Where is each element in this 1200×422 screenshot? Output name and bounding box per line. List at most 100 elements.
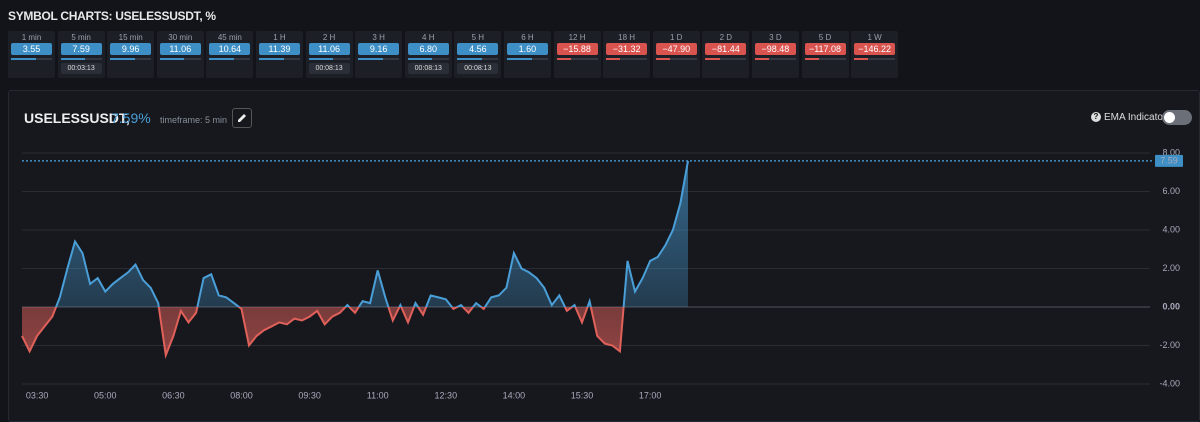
edit-button[interactable]	[232, 108, 252, 128]
tile-bar	[159, 58, 201, 60]
tile-value: −15.88	[556, 43, 598, 55]
edit-icon	[238, 114, 246, 122]
timeframe-tile[interactable]: 4 H 6.80 00:08:13	[404, 31, 452, 78]
x-tick-label: 08:00	[230, 390, 253, 400]
timeframe-tile[interactable]: 2 D −81.44	[702, 31, 750, 78]
tile-label: 3 H	[372, 33, 385, 42]
tile-value: 3.55	[11, 43, 52, 55]
tile-value: −81.44	[705, 43, 747, 55]
tile-value: 9.96	[110, 43, 152, 55]
area-up	[22, 160, 688, 307]
tile-label: 6 H	[521, 33, 534, 42]
tile-label: 1 min	[21, 33, 42, 42]
tile-timer: 00:03:13	[60, 63, 102, 74]
tile-bar	[209, 58, 251, 60]
tile-label: 2 D	[719, 33, 733, 42]
tile-label: 1 W	[867, 33, 882, 42]
timeframe-tile[interactable]: 1 W −146.22	[851, 31, 899, 78]
timeframe-tile[interactable]: 30 min 11.06	[156, 31, 204, 78]
timeframe-tile[interactable]: 45 min 10.64	[206, 31, 254, 78]
tile-label: 3 D	[769, 33, 782, 42]
tile-label: 30 min	[168, 33, 193, 42]
y-tick-label: 4.00	[1162, 224, 1180, 234]
tile-label: 15 min	[118, 33, 143, 42]
area-down	[22, 307, 688, 356]
timeframe-tile[interactable]: 12 H −15.88	[553, 31, 601, 78]
tile-bar	[705, 58, 747, 60]
x-tick-label: 17:00	[639, 390, 662, 400]
timeframe-tile[interactable]: 3 D −98.48	[751, 31, 799, 78]
tile-value: −31.32	[606, 43, 648, 55]
ema-toggle[interactable]	[1162, 110, 1192, 125]
page: SYMBOL CHARTS: USELESSUSDT, % 1 min 3.55 5…	[0, 0, 1200, 410]
line-up	[54, 160, 689, 307]
tile-value: 9.16	[358, 43, 400, 55]
x-tick-label: 12:30	[435, 390, 458, 400]
timeframe-tile[interactable]: 1 H 11.39	[255, 31, 303, 78]
timeframe-tile[interactable]: 6 H 1.60	[503, 31, 551, 78]
x-tick-label: 05:00	[94, 390, 117, 400]
y-tick-label: 2.00	[1162, 263, 1180, 273]
ema-label: EMA Indicator	[1104, 112, 1167, 123]
tile-bar	[258, 58, 300, 60]
tile-value: 11.39	[258, 43, 300, 55]
tile-label: 45 min	[217, 33, 242, 42]
x-tick-label: 06:30	[162, 390, 185, 400]
x-tick-label: 14:00	[503, 390, 526, 400]
tile-bar	[606, 58, 648, 60]
tile-label: 2 H	[322, 33, 336, 42]
tile-label: 5 min	[71, 33, 91, 42]
tile-bar	[804, 58, 846, 60]
tile-value: 10.64	[209, 43, 251, 55]
tile-value: 1.60	[506, 43, 548, 55]
tile-timer: 00:08:13	[407, 63, 449, 74]
current-value-box	[1155, 154, 1183, 167]
help-icon[interactable]: ?	[1091, 112, 1101, 122]
tile-value: 11.06	[159, 43, 201, 55]
tile-bar	[110, 58, 152, 60]
tile-bar	[754, 58, 796, 60]
timeframe-tile[interactable]: 1 D −47.90	[652, 31, 700, 78]
timeframe-tile[interactable]: 5 D −117.08	[801, 31, 849, 78]
y-tick-label: 8.00	[1162, 147, 1180, 157]
timeframe-tile[interactable]: 5 H 4.56 00:08:13	[454, 31, 502, 78]
page-title: SYMBOL CHARTS: USELESSUSDT, %	[8, 9, 216, 23]
tile-value: −117.08	[804, 43, 846, 55]
line-down	[21, 307, 625, 359]
tile-bar	[308, 58, 350, 60]
tile-bar	[60, 58, 102, 60]
symbol: USELESSUSDT,	[24, 110, 130, 126]
timeframe-tiles: 1 min 3.55 5 min 7.59 00:03:13 15 min 9.96 30 m…	[8, 31, 899, 78]
tile-label: 1 H	[273, 33, 286, 42]
tile-bar	[11, 58, 52, 60]
x-tick-label: 03:30	[26, 390, 49, 400]
chart-panel	[8, 90, 1200, 422]
tile-label: 5 D	[818, 33, 832, 42]
chart: -4.00 -2.00 0.00 2.00 4.00 6.00 8.00 03:30 05:00…	[21, 147, 1183, 400]
y-tick-label: -2.00	[1159, 340, 1180, 350]
timeframe-tile[interactable]: 3 H 9.16	[355, 31, 403, 78]
tile-bar	[556, 58, 598, 60]
timeframe-tile[interactable]: 18 H −31.32	[603, 31, 651, 78]
percent: 7.59%	[111, 110, 151, 126]
timeframe-tile[interactable]: 15 min 9.96	[107, 31, 155, 78]
tile-value: 7.59	[60, 43, 102, 55]
x-tick-label: 11:00	[367, 390, 389, 400]
tile-label: 12 H	[568, 33, 586, 42]
timeframe-tile[interactable]: 1 min 3.55	[8, 31, 55, 78]
tile-bar	[655, 58, 697, 60]
tile-bar	[457, 58, 499, 60]
timeframe-tile[interactable]: 2 H 11.06 00:08:13	[305, 31, 353, 78]
tile-value: 4.56	[457, 43, 499, 55]
tile-bar	[407, 58, 449, 60]
tile-value: −47.90	[655, 43, 697, 55]
x-tick-label: 09:30	[298, 390, 321, 400]
x-tick-label: 15:30	[571, 390, 594, 400]
tile-bar	[506, 58, 548, 60]
timeframe-tile[interactable]: 5 min 7.59 00:03:13	[57, 31, 105, 78]
tile-timer: 00:08:13	[457, 63, 499, 74]
tile-label: 4 H	[422, 33, 435, 42]
tile-label: 18 H	[618, 33, 636, 42]
tile-value: −98.48	[754, 43, 796, 55]
tile-bar	[854, 58, 896, 60]
